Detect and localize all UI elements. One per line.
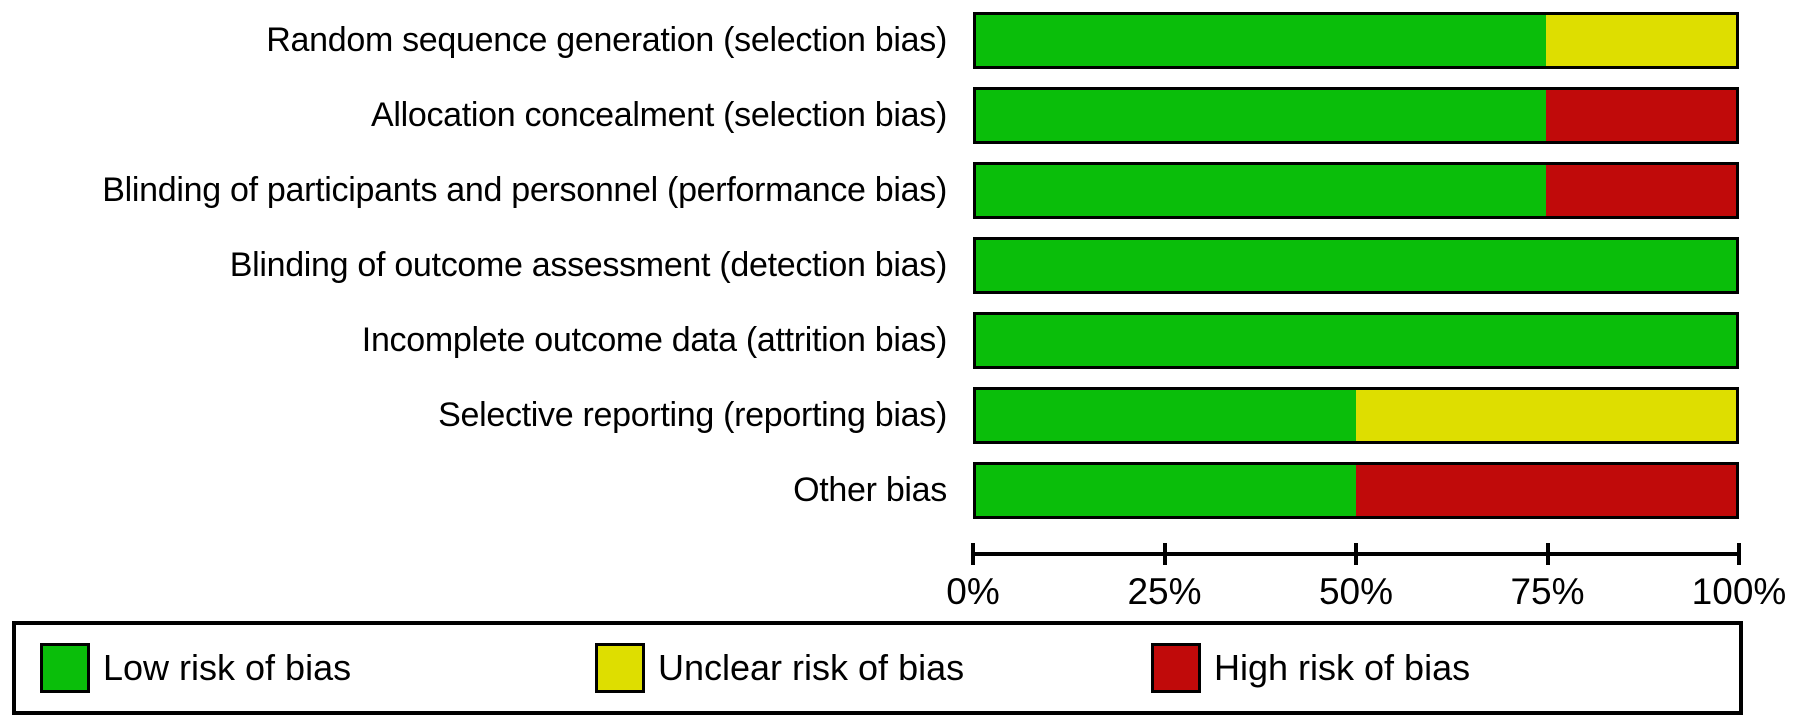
bar-segment-low (976, 165, 1546, 216)
x-axis-tick (1545, 543, 1550, 565)
legend-box: Low risk of bias Unclear risk of bias High… (12, 621, 1743, 715)
stacked-bar (973, 162, 1739, 219)
x-axis-tick-label: 75% (1510, 571, 1585, 612)
legend-swatch-high (1151, 643, 1201, 693)
bar-segment-unclear (1546, 15, 1736, 66)
x-axis-tick-label: 100% (1691, 571, 1787, 612)
legend-entry: Low risk of bias (40, 643, 351, 693)
stacked-bar (973, 462, 1739, 519)
row-label: Blinding of outcome assessment (detectio… (229, 246, 948, 284)
bar-segment-high (1546, 90, 1736, 141)
bar-segment-low (976, 240, 1736, 291)
legend-entry: Unclear risk of bias (595, 643, 964, 693)
bar-rows: Random sequence generation (selection bi… (0, 12, 1795, 519)
legend-swatch-unclear (595, 643, 645, 693)
x-axis-tick-label: 50% (1318, 571, 1394, 612)
bar-segment-high (1546, 165, 1736, 216)
chart-row: Blinding of outcome assessment (detectio… (0, 237, 1795, 294)
row-label: Random sequence generation (selection bi… (266, 21, 947, 59)
stacked-bar (973, 237, 1739, 294)
x-axis-tick (971, 543, 975, 565)
x-axis-tick (1354, 543, 1358, 565)
x-axis-tick (1162, 543, 1167, 565)
stacked-bar (973, 312, 1739, 369)
bar-segment-unclear (1356, 390, 1736, 441)
bar-segment-low (976, 315, 1736, 366)
row-label: Blinding of participants and personnel (… (102, 171, 947, 209)
bar-segment-high (1356, 465, 1736, 516)
chart-row: Random sequence generation (selection bi… (0, 12, 1795, 69)
legend-label: High risk of bias (1214, 647, 1471, 688)
chart-row: Allocation concealment (selection bias) (0, 87, 1795, 144)
legend-entry: High risk of bias (1151, 643, 1470, 693)
legend-swatch-low (40, 643, 90, 693)
legend-label: Low risk of bias (103, 647, 352, 688)
stacked-bar (973, 12, 1739, 69)
x-axis-tick-label: 0% (946, 571, 1000, 612)
row-label: Allocation concealment (selection bias) (370, 96, 947, 134)
x-axis (971, 543, 1741, 565)
chart-row: Incomplete outcome data (attrition bias) (0, 312, 1795, 369)
row-label: Incomplete outcome data (attrition bias) (361, 321, 948, 359)
chart-row: Selective reporting (reporting bias) (0, 387, 1795, 444)
legend-label: Unclear risk of bias (658, 647, 965, 688)
stacked-bar (973, 387, 1739, 444)
chart-row: Blinding of participants and personnel (… (0, 162, 1795, 219)
x-axis-tick-label: 25% (1127, 571, 1202, 612)
bar-segment-low (976, 15, 1546, 66)
bar-segment-low (976, 465, 1356, 516)
bar-segment-low (976, 390, 1356, 441)
bar-segment-low (976, 90, 1546, 141)
row-label: Selective reporting (reporting bias) (438, 396, 947, 434)
row-label: Other bias (793, 471, 947, 509)
x-axis-tick-labels: 0% 25% 50% 75% 100% (946, 571, 1786, 617)
x-axis-tick (1737, 543, 1741, 565)
chart-row: Other bias (0, 462, 1795, 519)
stacked-bar (973, 87, 1739, 144)
